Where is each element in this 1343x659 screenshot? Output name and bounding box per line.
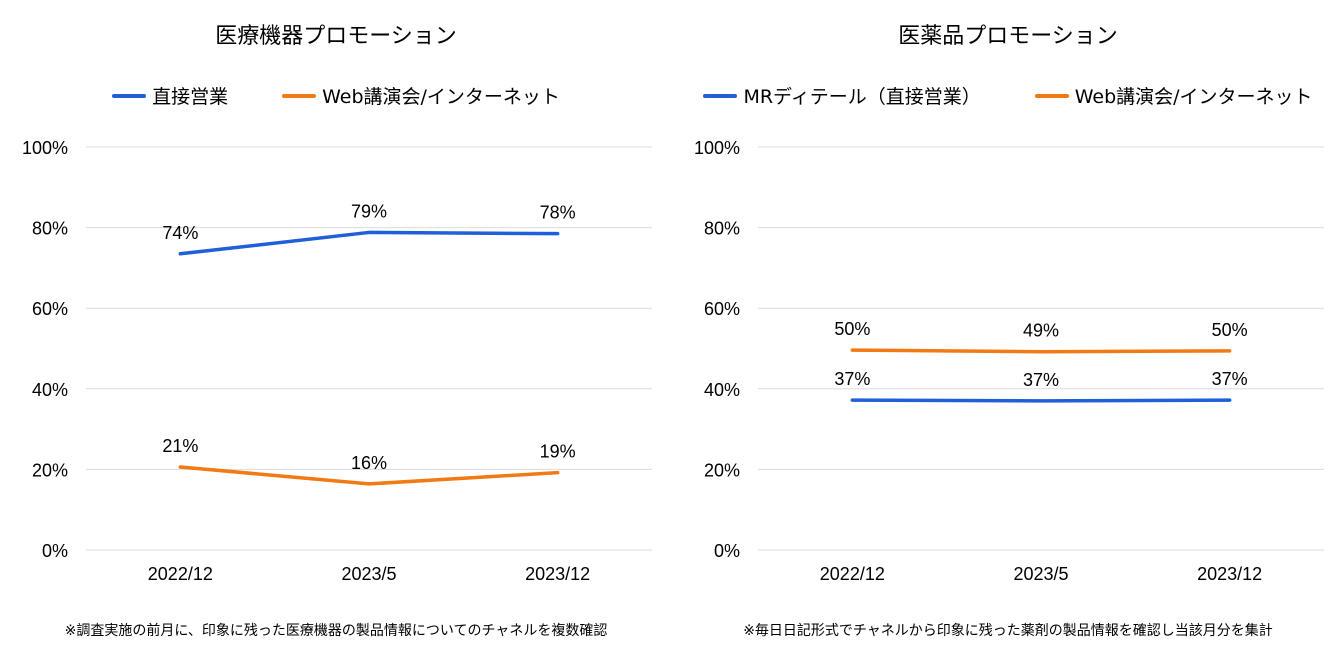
line-chart-plot: 0% 20% 40% 60% 80% 100% 2022/12 2023/5 2023/12 37…: [694, 138, 1324, 584]
y-tick-label: 20%: [704, 460, 740, 480]
data-label: 49%: [1023, 321, 1059, 341]
y-tick-label: 80%: [32, 219, 68, 239]
data-label: 16%: [351, 453, 387, 473]
legend-swatch: [703, 93, 738, 98]
x-tick-label: 2023/12: [525, 564, 590, 584]
data-label: 79%: [351, 201, 387, 221]
data-label: 50%: [1212, 320, 1248, 340]
series-line-0: [850, 398, 1232, 403]
y-tick-label: 80%: [704, 219, 740, 239]
line-chart-plot: 0% 20% 40% 60% 80% 100% 2022/12 2023/5 2023/12 74…: [22, 138, 652, 584]
y-tick-label: 0%: [714, 541, 740, 561]
legend-label: MRディテール（直接営業）: [743, 86, 981, 108]
chart-title: 医療機器プロモーション: [215, 24, 457, 49]
legend-label: 直接営業: [152, 86, 229, 108]
y-tick-label: 100%: [694, 138, 740, 158]
series-line-1: [850, 348, 1232, 354]
y-tick-label: 60%: [704, 299, 740, 319]
data-label: 50%: [834, 319, 870, 339]
chart-panel-pharmaceuticals: 医薬品プロモーション MRディテール（直接営業） Web講演会/インターネット …: [672, 0, 1343, 659]
y-tick-label: 40%: [704, 380, 740, 400]
legend-label: Web講演会/インターネット: [322, 86, 560, 108]
chart-footnote: ※毎日日記形式でチャネルから印象に残った薬剤の製品情報を確認し当該月分を集計: [743, 623, 1273, 639]
x-tick-label: 2023/5: [1013, 564, 1068, 584]
legend-item-web: Web講演会/インターネット: [282, 82, 560, 109]
data-label: 19%: [540, 442, 576, 462]
legend-swatch: [1034, 93, 1069, 98]
x-tick-label: 2022/12: [148, 564, 213, 584]
x-tick-label: 2023/12: [1197, 564, 1262, 584]
data-label: 21%: [162, 436, 198, 456]
y-tick-label: 60%: [32, 299, 68, 319]
y-tick-label: 0%: [42, 541, 68, 561]
chart-legend: MRディテール（直接営業） Web講演会/インターネット: [672, 82, 1343, 109]
data-label: 74%: [162, 223, 198, 243]
legend-item-web: Web講演会/インターネット: [1034, 82, 1313, 109]
y-tick-label: 40%: [32, 380, 68, 400]
legend-swatch: [112, 93, 147, 98]
legend-item-direct-sales: 直接営業: [112, 82, 228, 109]
x-tick-label: 2022/12: [820, 564, 885, 584]
chart-legend: 直接営業 Web講演会/インターネット: [0, 82, 672, 109]
data-label: 37%: [834, 369, 870, 389]
y-tick-label: 20%: [32, 460, 68, 480]
chart-panel-medical-devices: 医療機器プロモーション 直接営業 Web講演会/インターネット 0% 20% 40%…: [0, 24, 672, 639]
data-label: 37%: [1212, 369, 1248, 389]
y-tick-label: 100%: [22, 138, 68, 158]
chart-title: 医薬品プロモーション: [898, 24, 1118, 49]
legend-item-mr-detail: MRディテール（直接営業）: [703, 82, 981, 109]
legend-swatch: [282, 93, 317, 98]
x-tick-label: 2023/5: [341, 564, 396, 584]
chart-footnote: ※調査実施の前月に、印象に残った医療機器の製品情報についてのチャネルを複数確認: [64, 623, 608, 639]
series-line-0: [178, 230, 560, 256]
data-label: 37%: [1023, 370, 1059, 390]
legend-label: Web講演会/インターネット: [1074, 86, 1313, 108]
data-label: 78%: [540, 203, 576, 223]
